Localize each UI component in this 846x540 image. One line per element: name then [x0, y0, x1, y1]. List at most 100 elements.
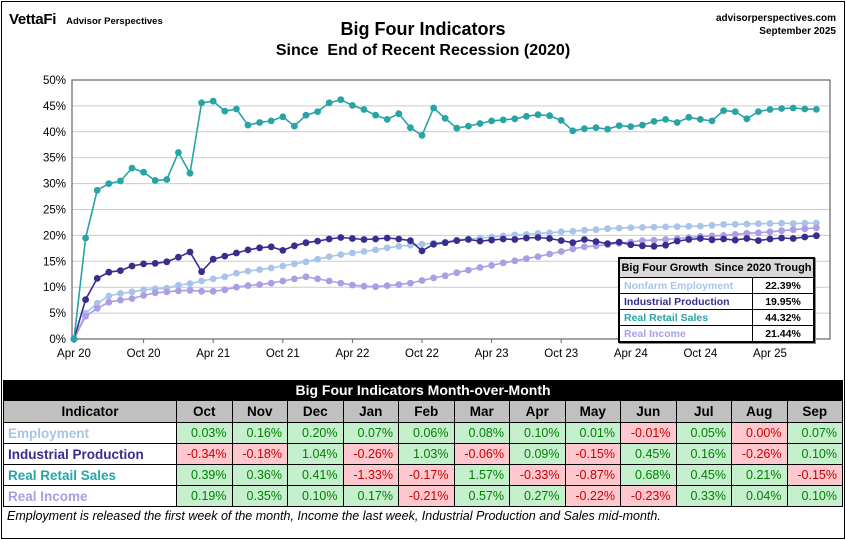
y-axis-tick-label: 20%	[43, 230, 66, 242]
data-point	[256, 281, 263, 288]
data-point	[557, 117, 565, 124]
mom-value-cell: 0.07%	[342, 422, 399, 444]
y-axis-tick-label: 0%	[49, 334, 66, 346]
data-point	[175, 253, 182, 261]
chart-title: Big Four Indicators	[340, 19, 506, 39]
indicator-label: Real Income	[3, 485, 177, 507]
x-axis-tick-label: Oct 24	[683, 348, 717, 360]
mom-value-cell: 0.16%	[675, 443, 732, 465]
data-point	[546, 235, 553, 242]
data-point	[314, 255, 321, 263]
y-axis-tick-label: 10%	[43, 282, 66, 294]
data-point	[720, 107, 727, 114]
column-header-jan: Jan	[342, 400, 399, 423]
data-point	[673, 237, 681, 245]
table-row: Real Income 0.19% 0.35% 0.10% 0.17% -0.21% 0.5…	[3, 485, 843, 507]
indicator-label: Real Retail Sales	[3, 464, 177, 486]
data-point	[778, 227, 785, 235]
source-attribution: advisorperspectives.com September 2025	[716, 12, 836, 38]
data-point	[639, 242, 646, 250]
mom-value-cell: -0.21%	[398, 485, 455, 507]
data-point	[325, 277, 333, 285]
data-point	[581, 243, 588, 251]
column-header-nov: Nov	[231, 400, 288, 423]
data-point	[105, 298, 113, 306]
data-point	[650, 118, 658, 125]
data-point	[604, 240, 611, 248]
data-point	[662, 241, 669, 249]
data-point	[360, 236, 368, 243]
data-point	[789, 220, 797, 227]
data-point	[488, 117, 495, 125]
data-point	[407, 124, 414, 132]
data-point	[581, 125, 588, 133]
data-point	[337, 234, 345, 241]
mom-value-cell: 0.27%	[509, 485, 566, 507]
column-header-sep: Sep	[786, 400, 843, 423]
column-header-apr: Apr	[509, 400, 566, 423]
logo: VettaFi Advisor Perspectives	[9, 11, 163, 28]
data-point	[743, 115, 751, 123]
data-point	[523, 255, 530, 263]
data-point	[383, 282, 391, 289]
data-point	[117, 267, 124, 274]
data-point	[186, 248, 194, 256]
data-point	[662, 223, 669, 231]
x-axis-tick-label: Apr 23	[475, 348, 509, 360]
data-point	[592, 124, 600, 132]
mom-value-cell: 0.09%	[509, 443, 566, 465]
data-point	[650, 223, 658, 231]
logo-subtitle: Advisor Perspectives	[66, 16, 163, 27]
data-point	[372, 283, 379, 291]
data-point	[221, 252, 229, 260]
data-point	[279, 113, 287, 121]
data-point	[801, 105, 809, 113]
data-point	[163, 258, 171, 266]
data-point	[360, 106, 368, 113]
data-point	[349, 249, 356, 257]
data-point	[291, 122, 298, 130]
data-point	[476, 264, 484, 271]
data-point	[813, 232, 820, 240]
mom-value-cell: 0.10%	[287, 485, 344, 507]
data-point	[708, 236, 716, 244]
data-point	[302, 239, 310, 247]
legend-row: Nonfarm Employment 22.39%	[620, 278, 813, 293]
release-schedule-footnote: Employment is released the first week of…	[7, 509, 661, 523]
data-point	[175, 281, 182, 289]
data-point	[395, 242, 403, 250]
mom-value-cell: -0.26%	[731, 443, 788, 465]
data-point	[291, 275, 298, 283]
data-point	[743, 229, 751, 237]
data-point	[314, 108, 321, 115]
data-point	[221, 107, 229, 115]
mom-value-cell: 1.03%	[398, 443, 455, 465]
x-axis-tick-label: Apr 21	[196, 348, 230, 360]
data-point	[325, 235, 333, 243]
data-point	[453, 269, 461, 277]
legend-series-value: 21.44%	[765, 327, 801, 340]
column-header-aug: Aug	[731, 400, 788, 423]
data-point	[82, 234, 89, 242]
data-point	[731, 108, 739, 115]
data-point	[279, 277, 287, 285]
mom-value-cell: 0.05%	[675, 422, 732, 444]
vettafi-logo: VettaFi	[9, 11, 57, 28]
data-point	[488, 262, 495, 269]
data-point	[302, 258, 310, 266]
data-point	[267, 264, 275, 272]
data-point	[233, 249, 240, 257]
legend-rows: Nonfarm Employment 22.39% Industrial Produ…	[620, 278, 813, 341]
data-point	[685, 222, 693, 230]
y-axis-tick-label: 25%	[43, 205, 66, 217]
data-point	[673, 223, 681, 231]
x-axis-tick-label: Apr 25	[753, 348, 787, 360]
data-point	[244, 282, 252, 289]
data-point	[499, 235, 507, 243]
indicator-label: Industrial Production	[3, 443, 177, 465]
data-point	[279, 247, 287, 254]
data-point	[360, 282, 368, 290]
legend-series-value: 44.32%	[765, 311, 801, 324]
data-point	[581, 236, 588, 243]
data-point	[801, 233, 809, 241]
